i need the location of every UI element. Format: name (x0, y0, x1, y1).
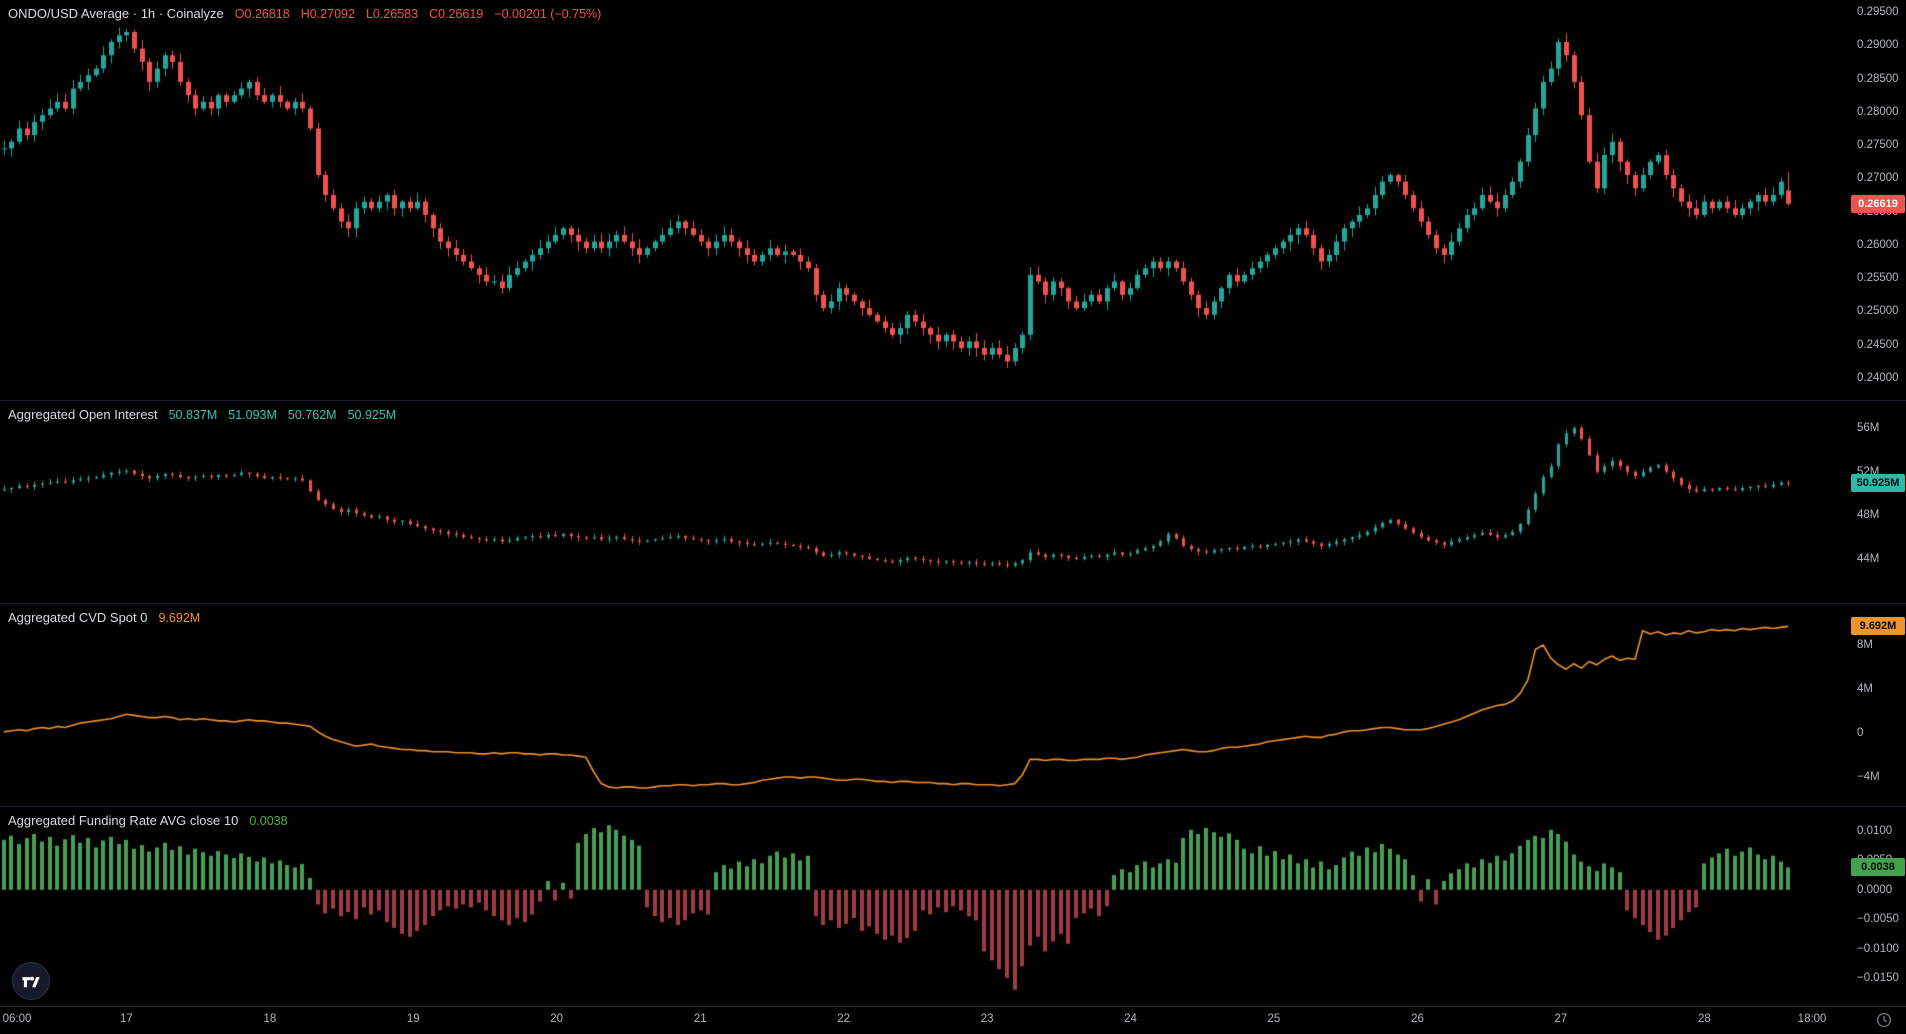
axis-tick-label: 8M (1857, 639, 1873, 651)
ohlc-high: H0.27092 (300, 7, 355, 21)
ohlc-close: C0.26619 (429, 7, 484, 21)
time-axis-label: 17 (119, 1013, 133, 1025)
price-legend[interactable]: ONDO/USD Average · 1h · Coinalyze O0.268… (8, 6, 601, 21)
funding-rate-pane[interactable]: Aggregated Funding Rate AVG close 10 0.0… (0, 807, 1906, 1006)
price-pane[interactable]: ONDO/USD Average · 1h · Coinalyze O0.268… (0, 0, 1906, 401)
cvd-value: 9.692M (158, 611, 201, 625)
open-interest-title[interactable]: Aggregated Open Interest (8, 407, 158, 422)
time-axis[interactable]: 06:00 17 18 19 20 21 22 23 24 25 26 27 28 18:00 (0, 1006, 1906, 1034)
time-axis-label: 20 (550, 1013, 564, 1025)
axis-tick-label: −0.0050 (1857, 913, 1899, 926)
time-axis-label: 27 (1554, 1013, 1568, 1025)
time-axis-label: 22 (837, 1013, 850, 1025)
axis-tick-label: 0.27000 (1857, 172, 1899, 185)
axis-tick-label: 0 (1857, 727, 1864, 739)
axis-tick-label: 0.25000 (1857, 305, 1899, 318)
ohlc-open: O0.26818 (234, 7, 290, 21)
cvd-axis[interactable]: 8M 4M 0 −4M (1850, 604, 1906, 806)
time-axis-label: 18:00 (1797, 1013, 1827, 1025)
axis-tick-label: 48M (1857, 509, 1880, 522)
axis-tick-label: 0.27500 (1857, 139, 1899, 152)
time-axis-label: 26 (1411, 1013, 1424, 1025)
oi-open: 50.837M (168, 408, 218, 422)
open-interest-badge: 50.925M (1851, 474, 1905, 493)
symbol-title[interactable]: ONDO/USD Average · 1h · Coinalyze (8, 6, 224, 21)
axis-tick-label: 0.28500 (1857, 72, 1899, 85)
timezone-clock-icon[interactable] (1876, 1012, 1892, 1028)
open-interest-pane[interactable]: Aggregated Open Interest 50.837M 51.093M… (0, 401, 1906, 604)
axis-tick-label: 44M (1857, 553, 1880, 565)
funding-rate-value: 0.0038 (249, 814, 288, 828)
axis-tick-label: −4M (1857, 771, 1880, 783)
oi-high: 51.093M (228, 408, 277, 422)
axis-tick-label: 4M (1857, 683, 1873, 695)
tradingview-logo[interactable] (12, 962, 50, 1000)
price-change: −0.00201 (−0.75%) (494, 7, 602, 21)
axis-tick-label: 0.29500 (1857, 6, 1899, 18)
cvd-pane[interactable]: Aggregated CVD Spot 0 9.692M 8M 4M 0 −4M 9.… (0, 604, 1906, 807)
ohlc-low: L0.26583 (365, 7, 419, 21)
funding-rate-canvas[interactable] (0, 807, 1850, 1006)
axis-tick-label: 0.24500 (1857, 338, 1899, 351)
funding-rate-badge: 0.0038 (1851, 858, 1905, 877)
open-interest-canvas[interactable] (0, 401, 1850, 604)
tradingview-logo-icon (22, 976, 40, 988)
oi-low: 50.762M (287, 408, 337, 422)
axis-tick-label: 0.28000 (1857, 105, 1899, 118)
price-last-value-badge: 0.26619 (1851, 194, 1905, 213)
axis-tick-label: 0.25500 (1857, 272, 1899, 285)
axis-tick-label: 0.26000 (1857, 238, 1899, 251)
cvd-legend[interactable]: Aggregated CVD Spot 0 9.692M (8, 610, 200, 625)
funding-rate-legend[interactable]: Aggregated Funding Rate AVG close 10 0.0… (8, 813, 288, 828)
price-chart-canvas[interactable] (0, 0, 1850, 401)
clock-glyph (1876, 1012, 1892, 1028)
time-axis-label: 06:00 (2, 1013, 32, 1025)
axis-tick-label: 0.0100 (1857, 825, 1893, 837)
open-interest-legend[interactable]: Aggregated Open Interest 50.837M 51.093M… (8, 407, 396, 422)
time-axis-label: 21 (693, 1013, 707, 1025)
axis-tick-label: −0.0100 (1857, 942, 1899, 955)
open-interest-axis[interactable]: 56M 52M 48M 44M (1850, 401, 1906, 603)
time-axis-label: 23 (980, 1013, 994, 1025)
cvd-title[interactable]: Aggregated CVD Spot 0 (8, 610, 148, 625)
funding-rate-title[interactable]: Aggregated Funding Rate AVG close 10 (8, 813, 239, 828)
time-axis-label: 28 (1697, 1013, 1711, 1025)
axis-tick-label: −0.0150 (1857, 972, 1899, 984)
time-axis-label: 24 (1124, 1013, 1137, 1025)
oi-close: 50.925M (347, 408, 397, 422)
cvd-canvas[interactable] (0, 604, 1850, 807)
axis-tick-label: 0.0000 (1857, 883, 1893, 896)
time-axis-label: 25 (1267, 1013, 1281, 1025)
axis-tick-label: 0.24000 (1857, 372, 1899, 384)
axis-tick-label: 56M (1857, 422, 1880, 434)
time-axis-label: 19 (406, 1013, 420, 1025)
time-axis-label: 18 (263, 1013, 277, 1025)
axis-tick-label: 0.29000 (1857, 39, 1899, 52)
cvd-badge: 9.692M (1851, 617, 1905, 636)
